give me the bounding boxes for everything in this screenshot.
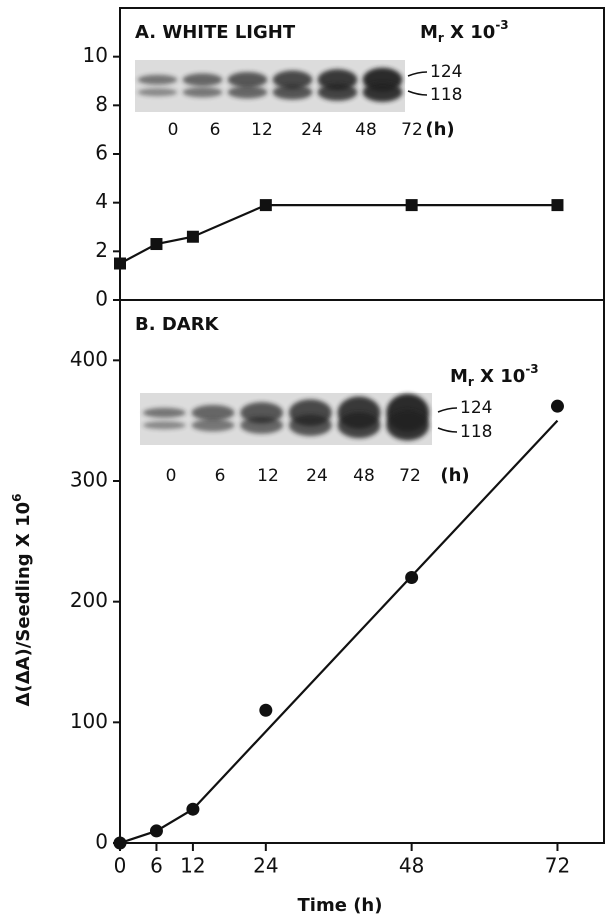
mr-label-part: M bbox=[450, 366, 468, 387]
mr-label-part: -3 bbox=[495, 18, 508, 32]
blot-image bbox=[135, 60, 405, 112]
blot-band bbox=[138, 75, 178, 85]
data-point bbox=[551, 400, 564, 413]
x-tick-label: 0 bbox=[114, 854, 127, 878]
mr-label-part: M bbox=[420, 22, 438, 43]
lane-label: 6 bbox=[215, 466, 226, 486]
y-tick-label: 10 bbox=[83, 43, 108, 67]
band-pointer bbox=[408, 72, 427, 76]
x-tick-label: 72 bbox=[545, 854, 570, 878]
blot-band bbox=[183, 73, 223, 86]
lane-label: 6 bbox=[210, 120, 221, 140]
x-tick-label: 48 bbox=[399, 854, 424, 878]
data-point bbox=[406, 199, 418, 211]
band-pointer bbox=[438, 408, 457, 412]
blot-background bbox=[135, 60, 405, 112]
lane-unit: (h) bbox=[425, 119, 454, 140]
blot-band bbox=[338, 412, 381, 438]
y-axis-label-sup: 6 bbox=[10, 494, 24, 502]
blot-band bbox=[318, 84, 358, 101]
y-tick-label: 4 bbox=[95, 189, 108, 213]
y-tick-label: 300 bbox=[70, 468, 108, 492]
mr-label-part: X 10 bbox=[474, 366, 525, 387]
mr-label-part: -3 bbox=[525, 362, 538, 376]
panel-title: B. DARK bbox=[135, 314, 220, 335]
x-tick-label: 6 bbox=[150, 854, 163, 878]
data-point bbox=[551, 199, 563, 211]
data-point bbox=[150, 238, 162, 250]
y-tick-label: 100 bbox=[70, 709, 108, 733]
blot-band bbox=[138, 88, 178, 96]
band-pointer bbox=[438, 428, 457, 432]
y-tick-label: 200 bbox=[70, 588, 108, 612]
lane-label: 12 bbox=[251, 120, 273, 140]
data-point bbox=[114, 258, 126, 270]
mr-label: Mr X 10-3 bbox=[450, 362, 539, 389]
y-axis-label-text: Δ(ΔA)/Seedling X 10 bbox=[13, 502, 34, 707]
data-line bbox=[120, 205, 557, 263]
blot-image bbox=[140, 393, 432, 445]
band-label: 124 bbox=[460, 398, 492, 418]
lane-label: 24 bbox=[301, 120, 323, 140]
panel-frame bbox=[120, 8, 604, 300]
lane-label: 72 bbox=[399, 466, 421, 486]
data-point bbox=[260, 199, 272, 211]
y-axis-label: Δ(ΔA)/Seedling X 106 bbox=[10, 494, 35, 707]
y-tick-label: 0 bbox=[95, 830, 108, 854]
blot-band bbox=[228, 72, 268, 88]
blot-band bbox=[183, 87, 223, 97]
blot-band bbox=[143, 408, 186, 418]
blot-band bbox=[240, 417, 283, 434]
y-tick-label: 2 bbox=[95, 238, 108, 262]
blot-band bbox=[143, 421, 186, 429]
x-tick-label: 24 bbox=[253, 854, 278, 878]
y-tick-label: 0 bbox=[95, 287, 108, 311]
blot-band bbox=[228, 86, 268, 98]
page: {"figure": {"xlabel": "Time (h)", "ylabe… bbox=[0, 0, 607, 923]
band-pointer bbox=[408, 91, 427, 95]
panel-title: A. WHITE LIGHT bbox=[135, 22, 296, 43]
lane-label: 48 bbox=[353, 466, 375, 486]
x-axis-label: Time (h) bbox=[298, 895, 383, 916]
x-tick-label: 12 bbox=[180, 854, 205, 878]
lane-label: 48 bbox=[355, 120, 377, 140]
blot-band bbox=[363, 83, 403, 102]
band-label: 124 bbox=[430, 62, 462, 82]
blot-band bbox=[386, 410, 429, 440]
lane-label: 12 bbox=[257, 466, 279, 486]
band-label: 118 bbox=[460, 422, 492, 442]
blot-band bbox=[192, 405, 235, 421]
blot-band bbox=[192, 419, 235, 431]
lane-label: 0 bbox=[168, 120, 179, 140]
data-point bbox=[187, 231, 199, 243]
figure: Δ(ΔA)/Seedling X 106 Time (h) A. WHITE L… bbox=[0, 0, 607, 923]
data-line bbox=[120, 421, 557, 843]
mr-label: Mr X 10-3 bbox=[420, 18, 509, 45]
lane-label: 24 bbox=[306, 466, 328, 486]
data-point bbox=[259, 704, 272, 717]
band-label: 118 bbox=[430, 85, 462, 105]
lane-unit: (h) bbox=[440, 465, 469, 486]
y-tick-label: 8 bbox=[95, 92, 108, 116]
blot-band bbox=[289, 415, 332, 436]
lane-label: 72 bbox=[401, 120, 423, 140]
panel-frame bbox=[120, 300, 604, 843]
lane-label: 0 bbox=[166, 466, 177, 486]
y-tick-label: 400 bbox=[70, 347, 108, 371]
mr-label-part: X 10 bbox=[444, 22, 495, 43]
y-tick-label: 6 bbox=[95, 141, 108, 165]
blot-band bbox=[273, 85, 313, 100]
